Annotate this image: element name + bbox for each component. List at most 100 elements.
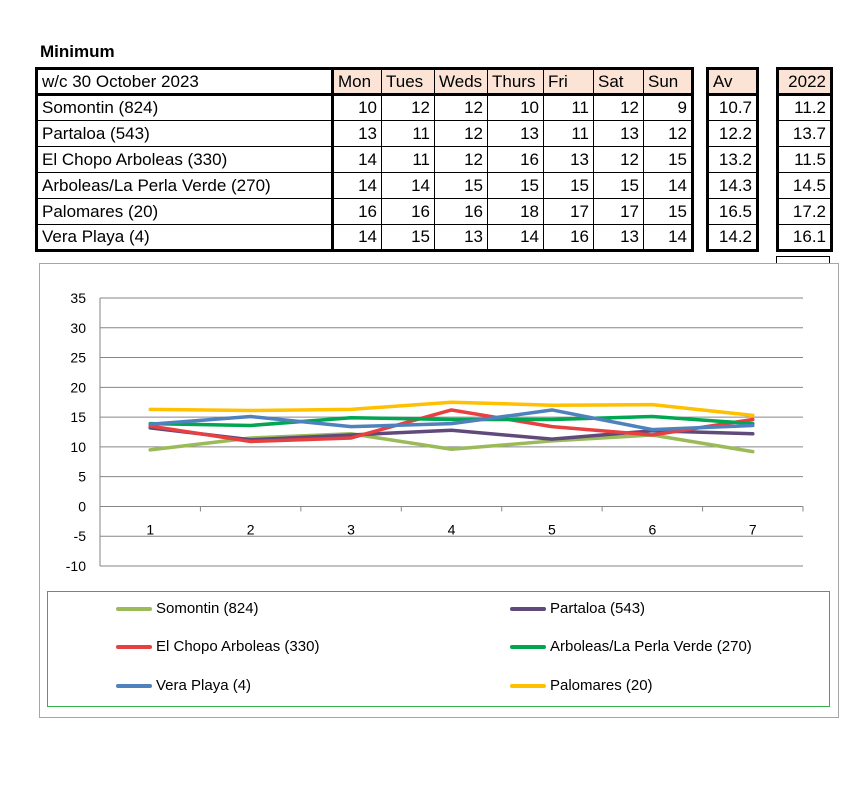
day-header: Sun [643, 68, 693, 96]
legend-label: Arboleas/La Perla Verde (270) [550, 638, 752, 655]
average-cell: 10.7 [707, 94, 758, 121]
temperature-cell: 16 [487, 146, 544, 173]
table-row: Vera Playa (4) 14 15 13 14 16 13 14 [36, 224, 693, 251]
temperature-cell: 13 [487, 120, 544, 147]
previous-year-cell: 16.1 [777, 224, 832, 251]
legend-swatch [510, 683, 546, 688]
legend-swatch [116, 683, 152, 688]
y-tick-label: 20 [70, 379, 86, 395]
previous-year-cell: 11.2 [777, 94, 832, 121]
day-header: Fri [543, 68, 594, 96]
location-cell: El Chopo Arboleas (330) [36, 146, 334, 173]
legend-label: Vera Playa (4) [156, 677, 252, 694]
series-line [148, 400, 755, 418]
location-cell: Somontin (824) [36, 94, 334, 121]
temperature-cell: 16 [434, 198, 488, 225]
temperature-cell: 12 [434, 120, 488, 147]
average-cell: 12.2 [707, 120, 758, 147]
temperature-cell: 11 [543, 94, 594, 121]
legend-label: Somontin (824) [156, 600, 259, 617]
previous-year-cell: 17.2 [777, 198, 832, 225]
table-row: Palomares (20) 16 16 16 18 17 17 15 [36, 198, 693, 225]
location-cell: Arboleas/La Perla Verde (270) [36, 172, 334, 199]
x-tick-label: 3 [347, 521, 355, 537]
x-tick-label: 7 [749, 521, 757, 537]
previous-year-cell: 13.7 [777, 120, 832, 147]
legend-entry: Somontin (824) [116, 600, 259, 617]
location-cell: Vera Playa (4) [36, 224, 334, 251]
series-line [148, 432, 755, 454]
table-row: Somontin (824) 10 12 12 10 11 12 9 [36, 94, 693, 121]
x-tick-label: 2 [247, 521, 255, 537]
temperature-cell: 15 [434, 172, 488, 199]
temperature-cell: 15 [487, 172, 544, 199]
y-tick-label: 30 [70, 320, 86, 336]
legend-swatch [510, 644, 546, 649]
temperature-cell: 15 [593, 172, 644, 199]
series-line [148, 414, 755, 428]
previous-year-cell: 14.5 [777, 172, 832, 199]
temperature-cell: 14 [487, 224, 544, 251]
legend-entry: Palomares (20) [510, 677, 653, 694]
temperature-cell: 12 [593, 94, 644, 121]
empty-cell [776, 256, 830, 264]
chart-plot-area: -10 -5 0 5 10 15 20 25 30 35 1 2 3 4 5 6 7 [66, 290, 804, 574]
average-cell: 14.2 [707, 224, 758, 251]
temperature-cell: 14 [332, 146, 382, 173]
temperature-cell: 14 [643, 172, 693, 199]
legend-swatch [510, 606, 546, 611]
temperature-cell: 15 [381, 224, 435, 251]
average-cell: 13.2 [707, 146, 758, 173]
year-header: 2022 [777, 68, 832, 96]
temperature-cell: 12 [434, 146, 488, 173]
temperature-cell: 15 [543, 172, 594, 199]
average-header: Av [707, 68, 758, 96]
temperature-cell: 11 [543, 120, 594, 147]
temperature-cell: 15 [643, 146, 693, 173]
y-tick-label: -10 [66, 558, 86, 574]
y-tick-label: 0 [78, 498, 86, 514]
legend-label: El Chopo Arboleas (330) [156, 638, 320, 655]
temperature-cell: 12 [434, 94, 488, 121]
day-header: Sat [593, 68, 644, 96]
previous-year-cell: 11.5 [777, 146, 832, 173]
temperature-cell: 13 [543, 146, 594, 173]
temperature-cell: 16 [543, 224, 594, 251]
temperature-cell: 16 [381, 198, 435, 225]
day-header: Thurs [487, 68, 544, 96]
minimum-temperature-table: w/c 30 October 2023 Mon Tues Weds Thurs … [35, 67, 694, 252]
y-tick-label: 25 [70, 350, 86, 366]
average-cell: 16.5 [707, 198, 758, 225]
legend-label: Partaloa (543) [550, 600, 646, 617]
temperature-cell: 10 [332, 94, 382, 121]
temperature-cell: 12 [593, 146, 644, 173]
location-cell: Palomares (20) [36, 198, 334, 225]
temperature-cell: 13 [332, 120, 382, 147]
y-tick-label: 10 [70, 439, 86, 455]
chart-legend: Somontin (824) Partaloa (543) El Chopo Arb… [47, 591, 830, 707]
temperature-cell: 17 [593, 198, 644, 225]
temperature-cell: 14 [643, 224, 693, 251]
temperature-cell: 18 [487, 198, 544, 225]
temperature-cell: 10 [487, 94, 544, 121]
series-line [148, 408, 755, 432]
x-tick-label: 6 [648, 521, 656, 537]
legend-entry: Vera Playa (4) [116, 677, 251, 694]
temperature-cell: 9 [643, 94, 693, 121]
x-tick-label: 1 [146, 521, 154, 537]
table-header-row: w/c 30 October 2023 Mon Tues Weds Thurs … [36, 68, 693, 96]
temperature-cell: 12 [643, 120, 693, 147]
temperature-cell: 12 [381, 94, 435, 121]
x-tick-label: 5 [548, 521, 556, 537]
y-tick-label: -5 [74, 528, 87, 544]
x-tick-label: 4 [448, 521, 456, 537]
legend-entry: Arboleas/La Perla Verde (270) [510, 638, 752, 655]
page-title: Minimum [40, 42, 115, 61]
table-row: El Chopo Arboleas (330) 14 11 12 16 13 12 15 [36, 146, 693, 173]
y-tick-label: 15 [70, 409, 86, 425]
day-header: Weds [434, 68, 488, 96]
location-cell: Partaloa (543) [36, 120, 334, 147]
day-header: Tues [381, 68, 435, 96]
day-header: Mon [332, 68, 382, 96]
y-tick-label: 5 [78, 469, 86, 485]
